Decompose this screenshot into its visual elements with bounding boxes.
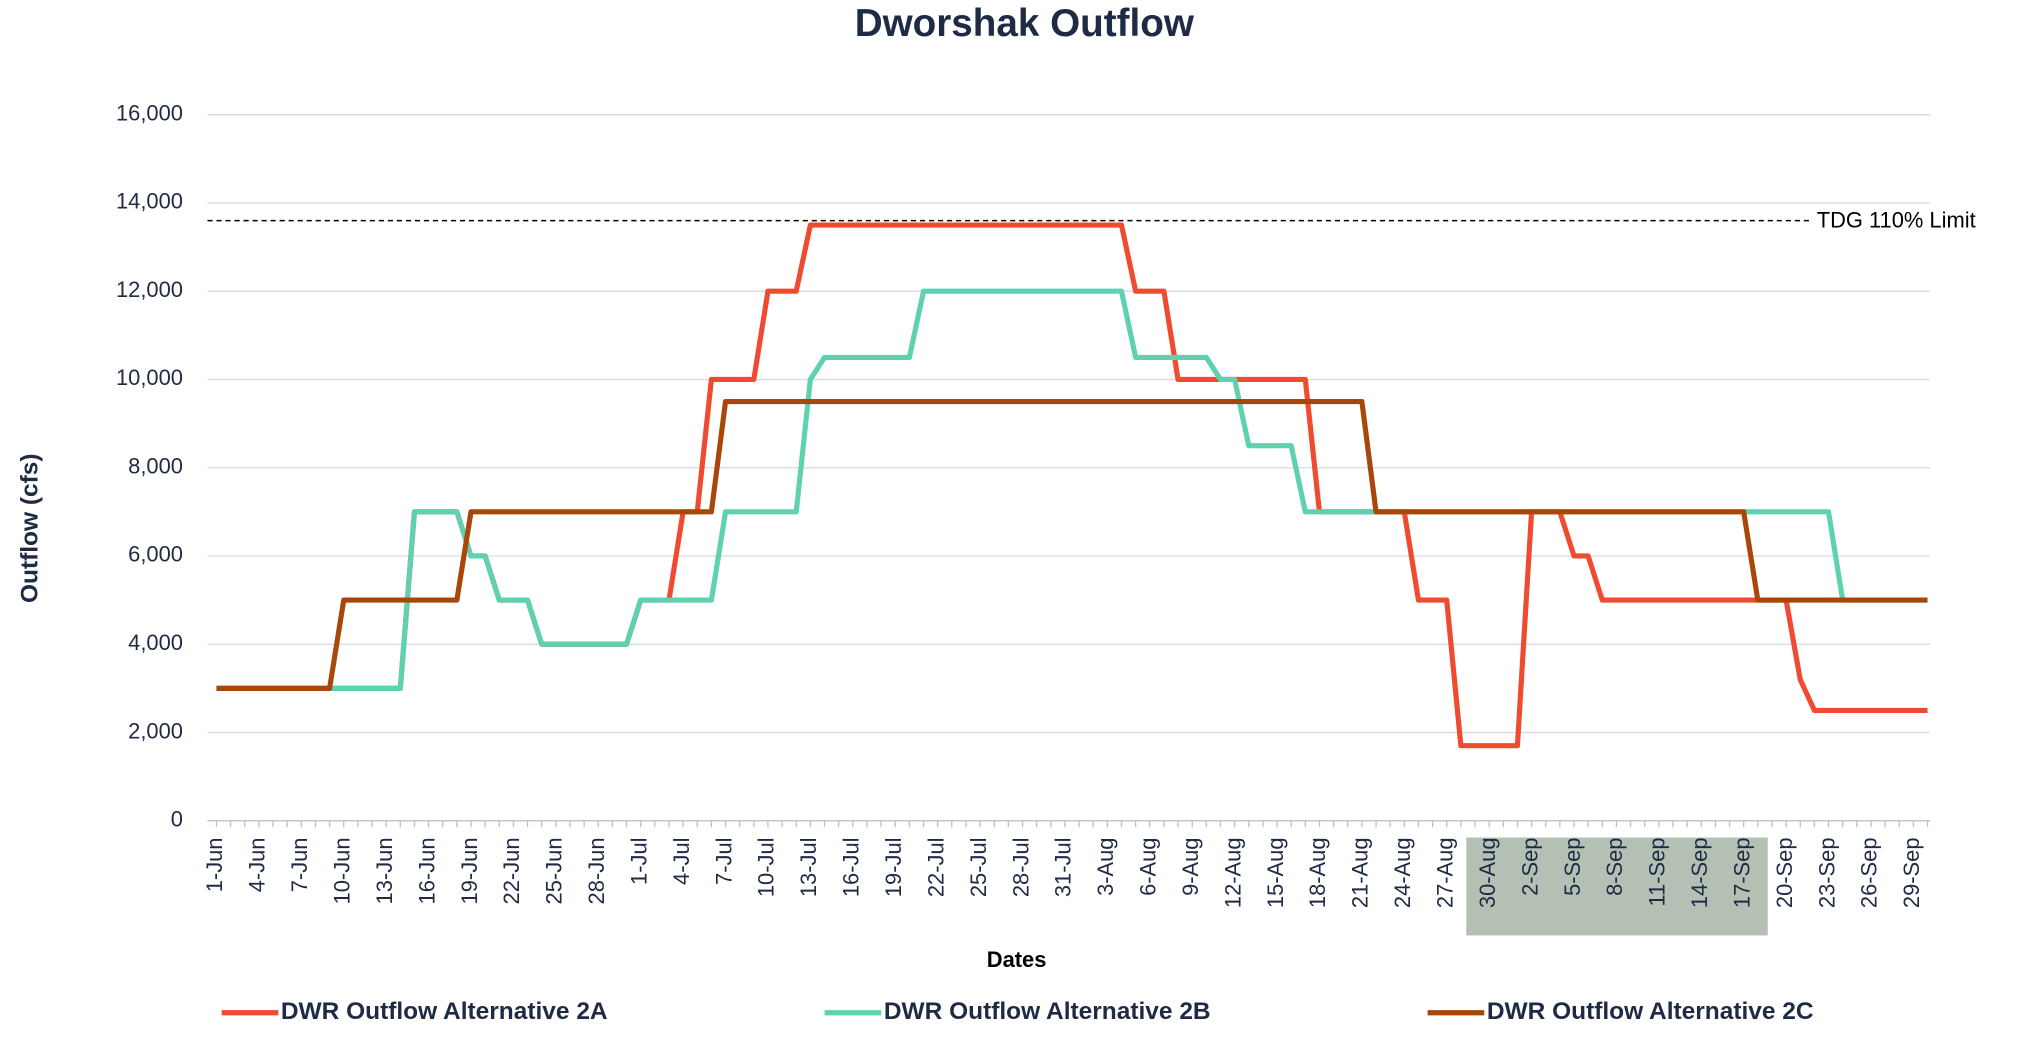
series-line: [216, 398, 1928, 691]
x-tick-label: 4-Jul: [669, 838, 694, 885]
x-tick-label: 11-Sep: [1645, 838, 1670, 907]
x-tick-label: 22-Jul: [923, 838, 948, 898]
x-tick-label: 30-Aug: [1475, 838, 1500, 909]
x-tick-label: 23-Sep: [1814, 838, 1839, 909]
x-tick-label: 7-Jun: [287, 838, 312, 893]
y-tick-label: 14,000: [116, 189, 183, 214]
series-line: [216, 222, 1928, 749]
chart-title: Dworshak Outflow: [855, 2, 1195, 45]
x-tick-label: 5-Sep: [1560, 838, 1585, 896]
x-tick-label: 25-Jun: [542, 838, 567, 905]
y-tick-label: 6,000: [128, 542, 183, 567]
y-tick-label: 8,000: [128, 454, 183, 479]
x-tick-label: 19-Jun: [457, 838, 482, 905]
y-tick-label: 0: [171, 807, 183, 832]
x-tick-label: 16-Jun: [414, 838, 439, 905]
x-tick-label: 28-Jun: [584, 838, 609, 905]
x-tick-label: 18-Aug: [1305, 838, 1330, 909]
y-tick-label: 16,000: [116, 100, 183, 125]
reference-label: TDG 110% Limit: [1817, 208, 1976, 233]
y-tick-label: 2,000: [128, 718, 183, 743]
x-tick-label: 25-Jul: [966, 838, 991, 898]
x-tick-label: 8-Sep: [1602, 838, 1627, 896]
x-tick-label: 21-Aug: [1348, 838, 1373, 909]
x-tick-label: 28-Jul: [1008, 838, 1033, 898]
x-tick-label: 24-Aug: [1390, 838, 1415, 909]
x-tick-label: 27-Aug: [1433, 838, 1458, 909]
y-tick-label: 4,000: [128, 630, 183, 655]
x-tick-label: 14-Sep: [1687, 838, 1712, 909]
x-tick-label: 1-Jul: [626, 838, 651, 885]
x-tick-label: 3-Aug: [1093, 838, 1118, 896]
x-tick-label: 15-Aug: [1263, 838, 1288, 909]
x-axis-label: Dates: [987, 947, 1047, 972]
x-tick-label: 22-Jun: [499, 838, 524, 905]
y-axis-label: Outflow (cfs): [16, 454, 43, 604]
x-tick-label: 19-Jul: [881, 838, 906, 898]
x-tick-label: 10-Jun: [330, 838, 355, 905]
x-tick-label: 20-Sep: [1772, 838, 1797, 909]
x-tick-label: 16-Jul: [839, 838, 864, 898]
x-tick-label: 26-Sep: [1857, 838, 1882, 909]
x-tick-label: 10-Jul: [754, 838, 779, 898]
x-tick-label: 7-Jul: [711, 838, 736, 885]
x-tick-label: 1-Jun: [202, 838, 227, 893]
series-line: [216, 288, 1928, 691]
y-tick-label: 12,000: [116, 277, 183, 302]
y-tick-label: 10,000: [116, 365, 183, 390]
x-tick-label: 17-Sep: [1729, 838, 1754, 909]
x-tick-label: 29-Sep: [1899, 838, 1924, 909]
highlight-band: [1466, 837, 1768, 936]
x-tick-label: 13-Jun: [372, 838, 397, 905]
x-tick-label: 4-Jun: [245, 838, 270, 893]
legend-label: DWR Outflow Alternative 2A: [281, 998, 608, 1025]
x-tick-label: 31-Jul: [1051, 838, 1076, 898]
legend-label: DWR Outflow Alternative 2C: [1487, 998, 1814, 1025]
x-tick-label: 13-Jul: [796, 838, 821, 898]
x-tick-label: 2-Sep: [1517, 838, 1542, 896]
x-tick-label: 9-Aug: [1178, 838, 1203, 896]
x-tick-label: 6-Aug: [1136, 838, 1161, 896]
legend-label: DWR Outflow Alternative 2B: [884, 998, 1211, 1025]
x-tick-label: 12-Aug: [1220, 838, 1245, 909]
